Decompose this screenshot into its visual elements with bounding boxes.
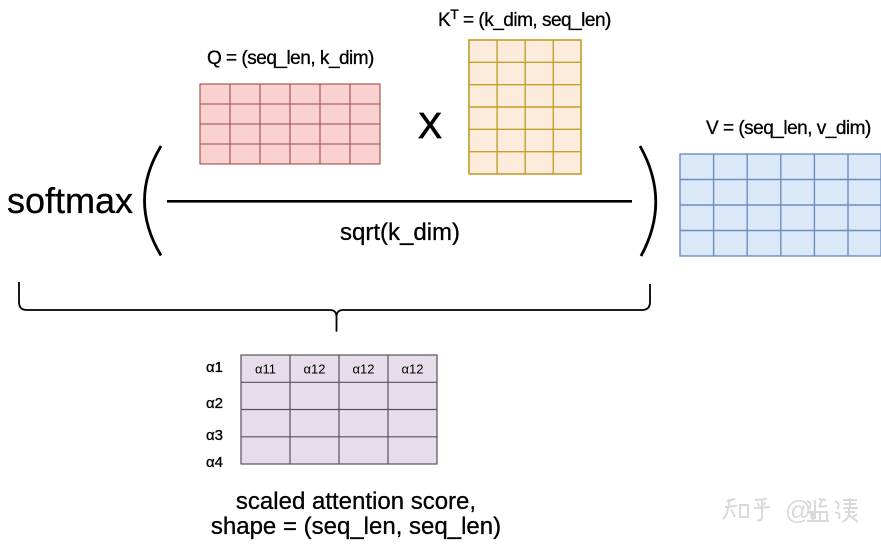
svg-text:α12: α12 bbox=[353, 362, 375, 377]
svg-text:α12: α12 bbox=[402, 362, 424, 377]
svg-text:@: @ bbox=[785, 495, 811, 524]
svg-text:α12: α12 bbox=[304, 362, 326, 377]
svg-text:α11: α11 bbox=[255, 362, 276, 377]
